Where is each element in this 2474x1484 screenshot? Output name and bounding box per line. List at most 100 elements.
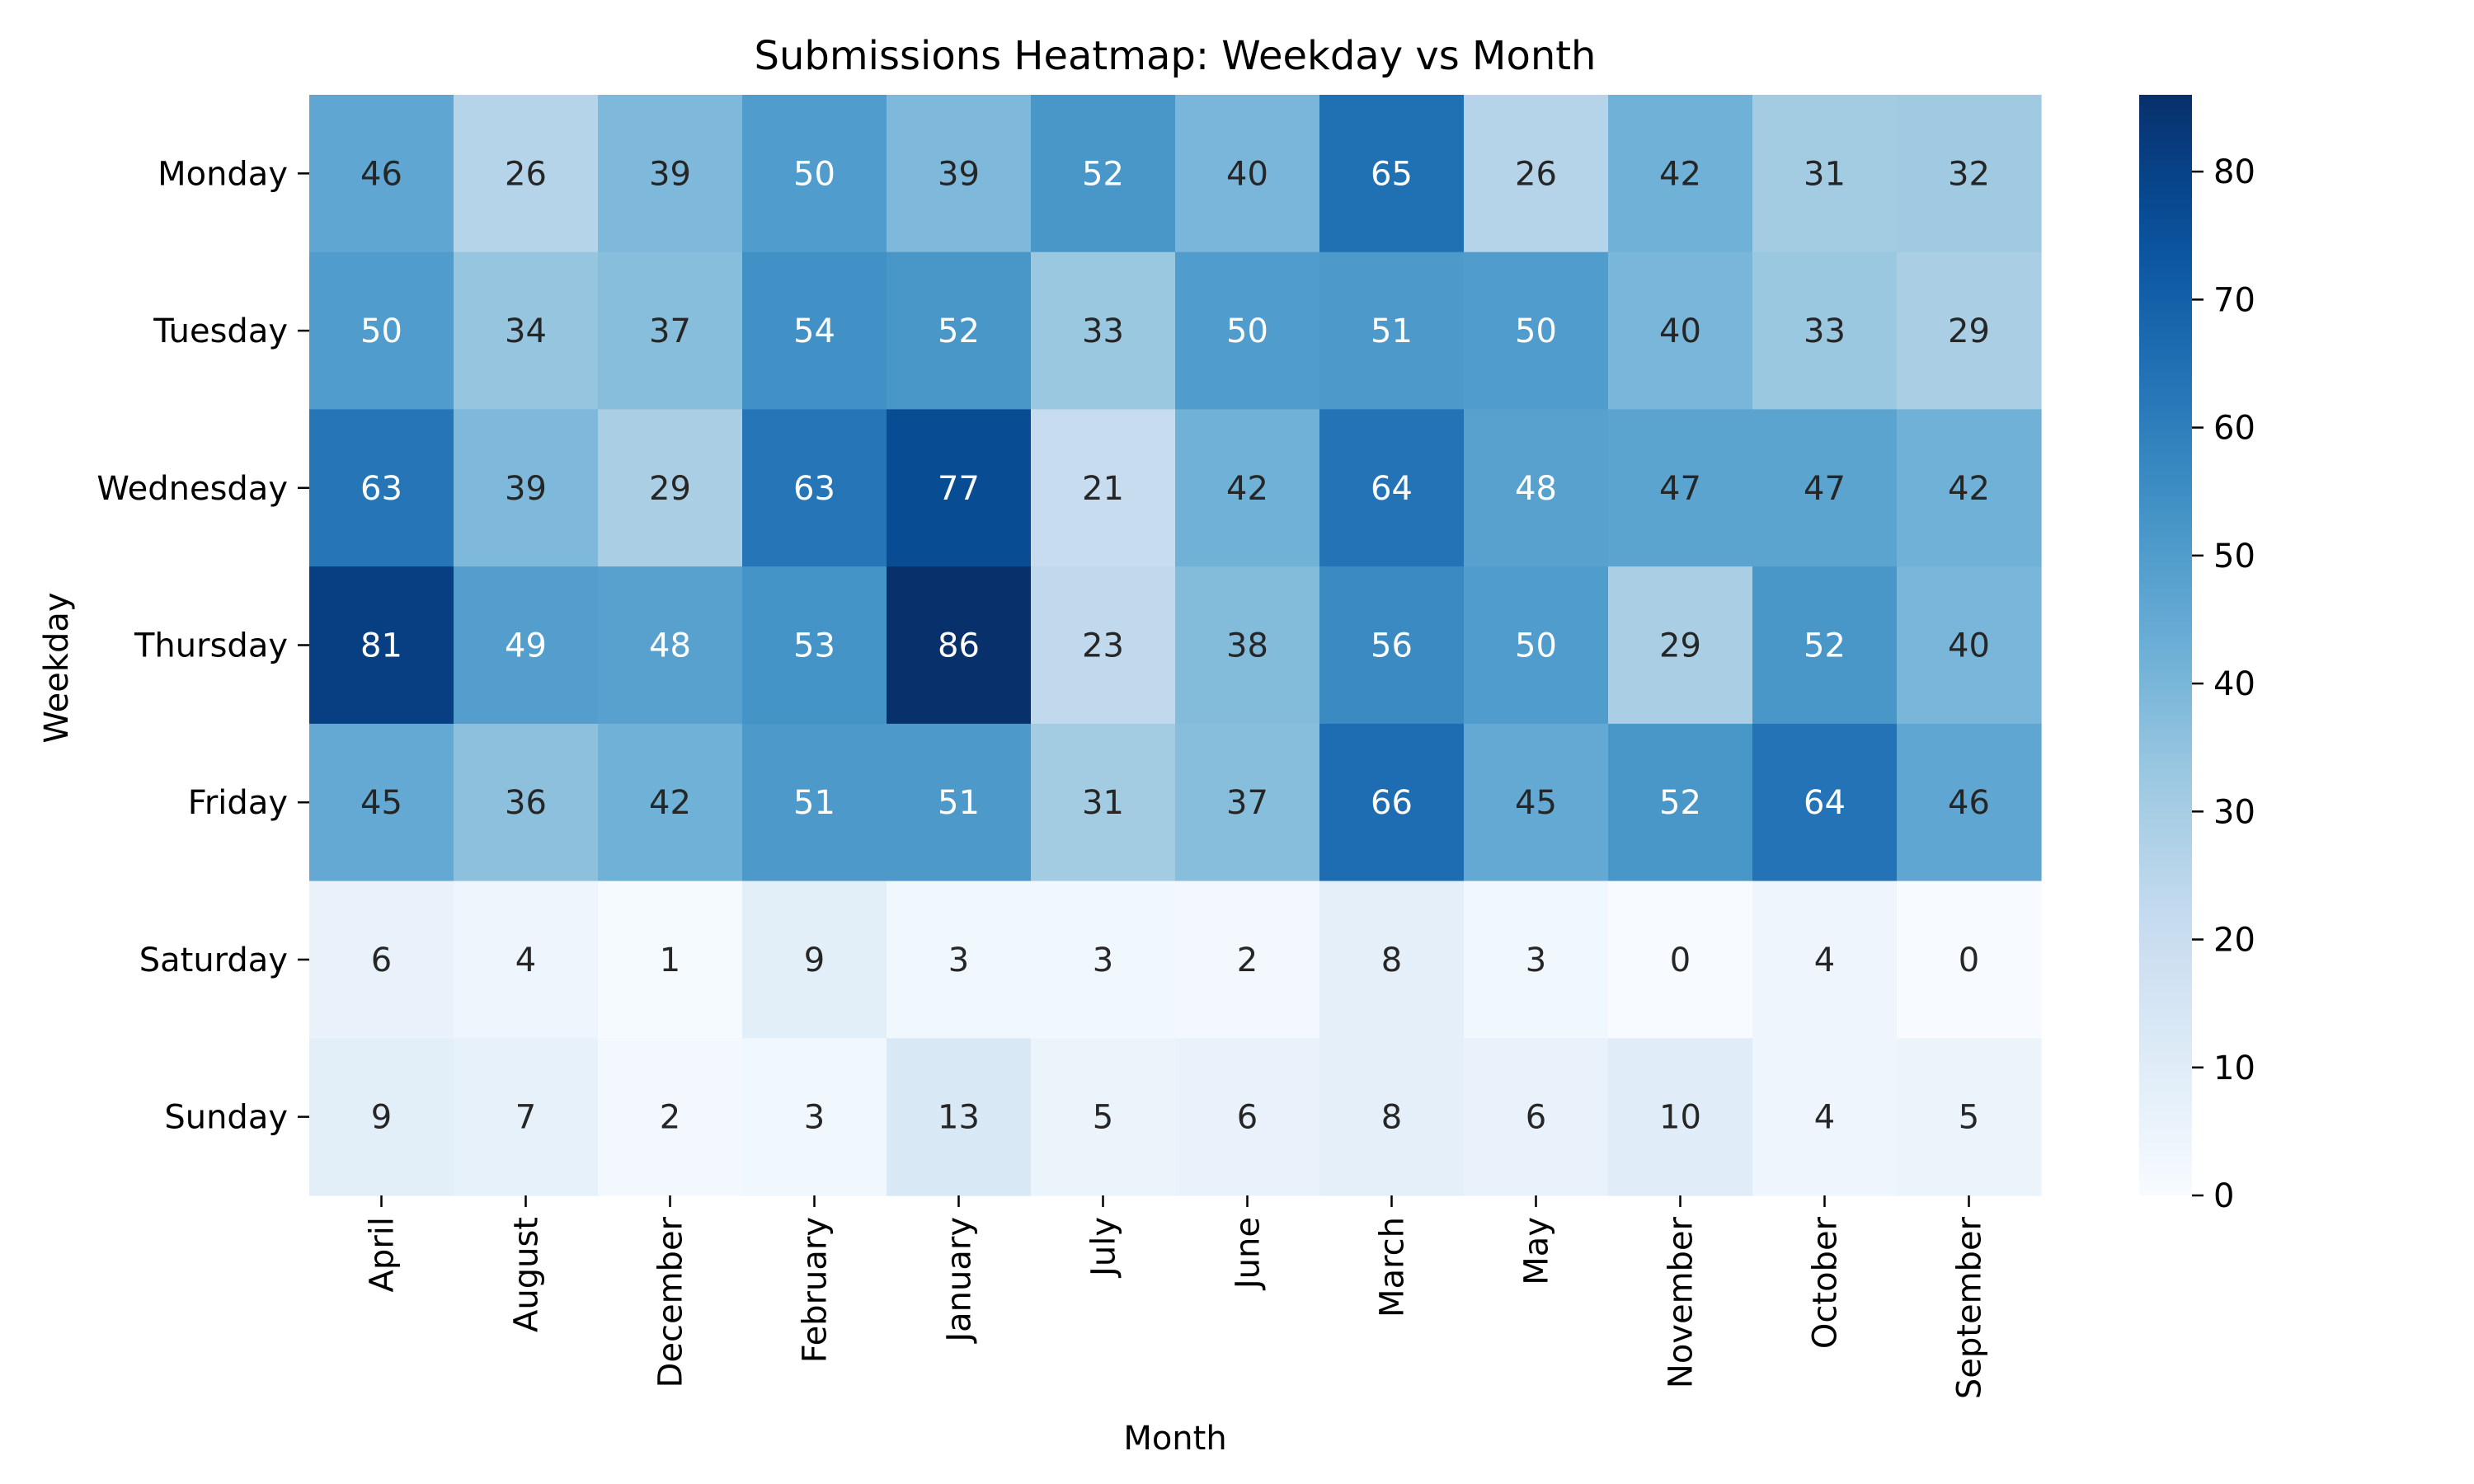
cell-value-label: 8 bbox=[1381, 942, 1402, 979]
cell-value-label: 63 bbox=[793, 470, 835, 508]
cell-value-label: 4 bbox=[1814, 942, 1835, 979]
heatmap-cell bbox=[1031, 1038, 1176, 1196]
cell-value-label: 10 bbox=[1659, 1099, 1701, 1137]
heatmap-cell bbox=[1319, 881, 1465, 1039]
heatmap-cell bbox=[742, 723, 887, 882]
cell-value-label: 0 bbox=[1670, 942, 1691, 979]
heatmap-cell bbox=[1897, 251, 2042, 411]
cell-value-label: 50 bbox=[1515, 312, 1557, 350]
cell-value-label: 6 bbox=[1526, 1099, 1546, 1137]
cell-value-label: 64 bbox=[1804, 784, 1846, 822]
heatmap-cell bbox=[1752, 95, 1898, 253]
heatmap-cell bbox=[887, 409, 1032, 567]
heatmap-cell bbox=[1608, 95, 1753, 253]
cell-value-label: 52 bbox=[1659, 784, 1701, 822]
heatmap-cell bbox=[1608, 881, 1753, 1039]
chart-title: Submissions Heatmap: Weekday vs Month bbox=[755, 33, 1597, 79]
colorbar-tick-label: 40 bbox=[2213, 665, 2255, 703]
colorbar-tick-label: 50 bbox=[2213, 538, 2255, 575]
heatmap-cell bbox=[309, 723, 454, 882]
cell-value-label: 56 bbox=[1371, 627, 1413, 665]
heatmap-cell bbox=[887, 1038, 1032, 1196]
heatmap-cell bbox=[1464, 881, 1609, 1039]
cell-value-label: 50 bbox=[1226, 312, 1268, 350]
cell-value-label: 32 bbox=[1948, 155, 1990, 193]
x-tick-label: January bbox=[941, 1217, 979, 1345]
cell-value-label: 33 bbox=[1082, 312, 1124, 350]
cell-value-label: 42 bbox=[1659, 155, 1701, 193]
cell-value-label: 26 bbox=[1515, 155, 1557, 193]
colorbar bbox=[2139, 95, 2192, 1195]
heatmap-cell bbox=[309, 881, 454, 1039]
cell-value-label: 37 bbox=[1226, 784, 1268, 822]
cell-value-label: 81 bbox=[360, 627, 402, 665]
heatmap-cell bbox=[1175, 409, 1320, 567]
x-tick-label: December bbox=[652, 1216, 690, 1388]
cell-value-label: 42 bbox=[649, 784, 691, 822]
x-axis-label: Month bbox=[1123, 1420, 1226, 1458]
heatmap-cell bbox=[1319, 409, 1465, 567]
colorbar-tick-label: 70 bbox=[2213, 281, 2255, 319]
x-tick-label: September bbox=[1951, 1216, 1989, 1399]
heatmap-cell bbox=[454, 881, 599, 1039]
cell-value-label: 23 bbox=[1082, 627, 1124, 665]
heatmap-cell bbox=[309, 409, 454, 567]
cell-value-label: 51 bbox=[793, 784, 835, 822]
heatmap-cell bbox=[598, 1038, 743, 1196]
cell-value-label: 50 bbox=[793, 155, 835, 193]
y-tick-label: Tuesday bbox=[153, 312, 288, 350]
heatmap-cell bbox=[454, 1038, 599, 1196]
heatmap-cell bbox=[742, 251, 887, 411]
cell-value-label: 45 bbox=[360, 784, 402, 822]
cell-value-label: 13 bbox=[938, 1099, 980, 1137]
heatmap-cell bbox=[887, 251, 1032, 411]
cell-value-label: 4 bbox=[515, 942, 536, 979]
x-axis-ticks: April August December February January July Ju… bbox=[364, 1195, 1989, 1399]
colorbar-tick-label: 80 bbox=[2213, 153, 2255, 191]
cell-value-label: 0 bbox=[1959, 942, 1979, 979]
heatmap-cell bbox=[309, 1038, 454, 1196]
heatmap-cell bbox=[1175, 1038, 1320, 1196]
heatmap-cell bbox=[1319, 95, 1465, 253]
heatmap-cell bbox=[454, 409, 599, 567]
heatmap-cell bbox=[598, 723, 743, 882]
cell-value-label: 1 bbox=[660, 942, 680, 979]
colorbar-tick-label: 30 bbox=[2213, 793, 2255, 831]
cell-value-label: 26 bbox=[505, 155, 547, 193]
y-tick-label: Wednesday bbox=[96, 470, 288, 508]
y-tick-label: Thursday bbox=[134, 627, 288, 665]
cell-value-label: 34 bbox=[505, 312, 547, 350]
cell-value-label: 39 bbox=[505, 470, 547, 508]
cell-value-label: 5 bbox=[1093, 1099, 1113, 1137]
heatmap-cell bbox=[1031, 409, 1176, 567]
heatmap-cell bbox=[1752, 409, 1898, 567]
x-tick-label: March bbox=[1374, 1217, 1412, 1317]
heatmap-cell bbox=[454, 251, 599, 411]
heatmap-cell bbox=[742, 881, 887, 1039]
x-tick-label: August bbox=[508, 1217, 546, 1332]
cell-value-label: 2 bbox=[660, 1099, 680, 1137]
heatmap-cell bbox=[1897, 723, 2042, 882]
cell-value-label: 51 bbox=[938, 784, 980, 822]
cell-value-label: 53 bbox=[793, 627, 835, 665]
cell-value-label: 29 bbox=[1948, 312, 1990, 350]
cell-value-label: 51 bbox=[1371, 312, 1413, 350]
cell-value-label: 36 bbox=[505, 784, 547, 822]
cell-value-label: 7 bbox=[515, 1099, 536, 1137]
cell-value-label: 3 bbox=[804, 1099, 825, 1137]
heatmap-cell bbox=[454, 566, 599, 725]
cell-value-label: 52 bbox=[1804, 627, 1846, 665]
colorbar-tick-label: 20 bbox=[2213, 922, 2255, 960]
cell-value-label: 3 bbox=[1093, 942, 1113, 979]
heatmap-cell bbox=[742, 1038, 887, 1196]
cell-value-label: 45 bbox=[1515, 784, 1557, 822]
x-tick-label: February bbox=[797, 1217, 835, 1363]
heatmap-cell bbox=[598, 251, 743, 411]
heatmap-cell bbox=[1752, 723, 1898, 882]
heatmap-cell bbox=[887, 95, 1032, 253]
cell-value-label: 48 bbox=[649, 627, 691, 665]
heatmap-cell bbox=[742, 566, 887, 725]
heatmap-cell bbox=[1608, 723, 1753, 882]
cell-value-label: 40 bbox=[1226, 155, 1268, 193]
cell-value-label: 49 bbox=[505, 627, 547, 665]
